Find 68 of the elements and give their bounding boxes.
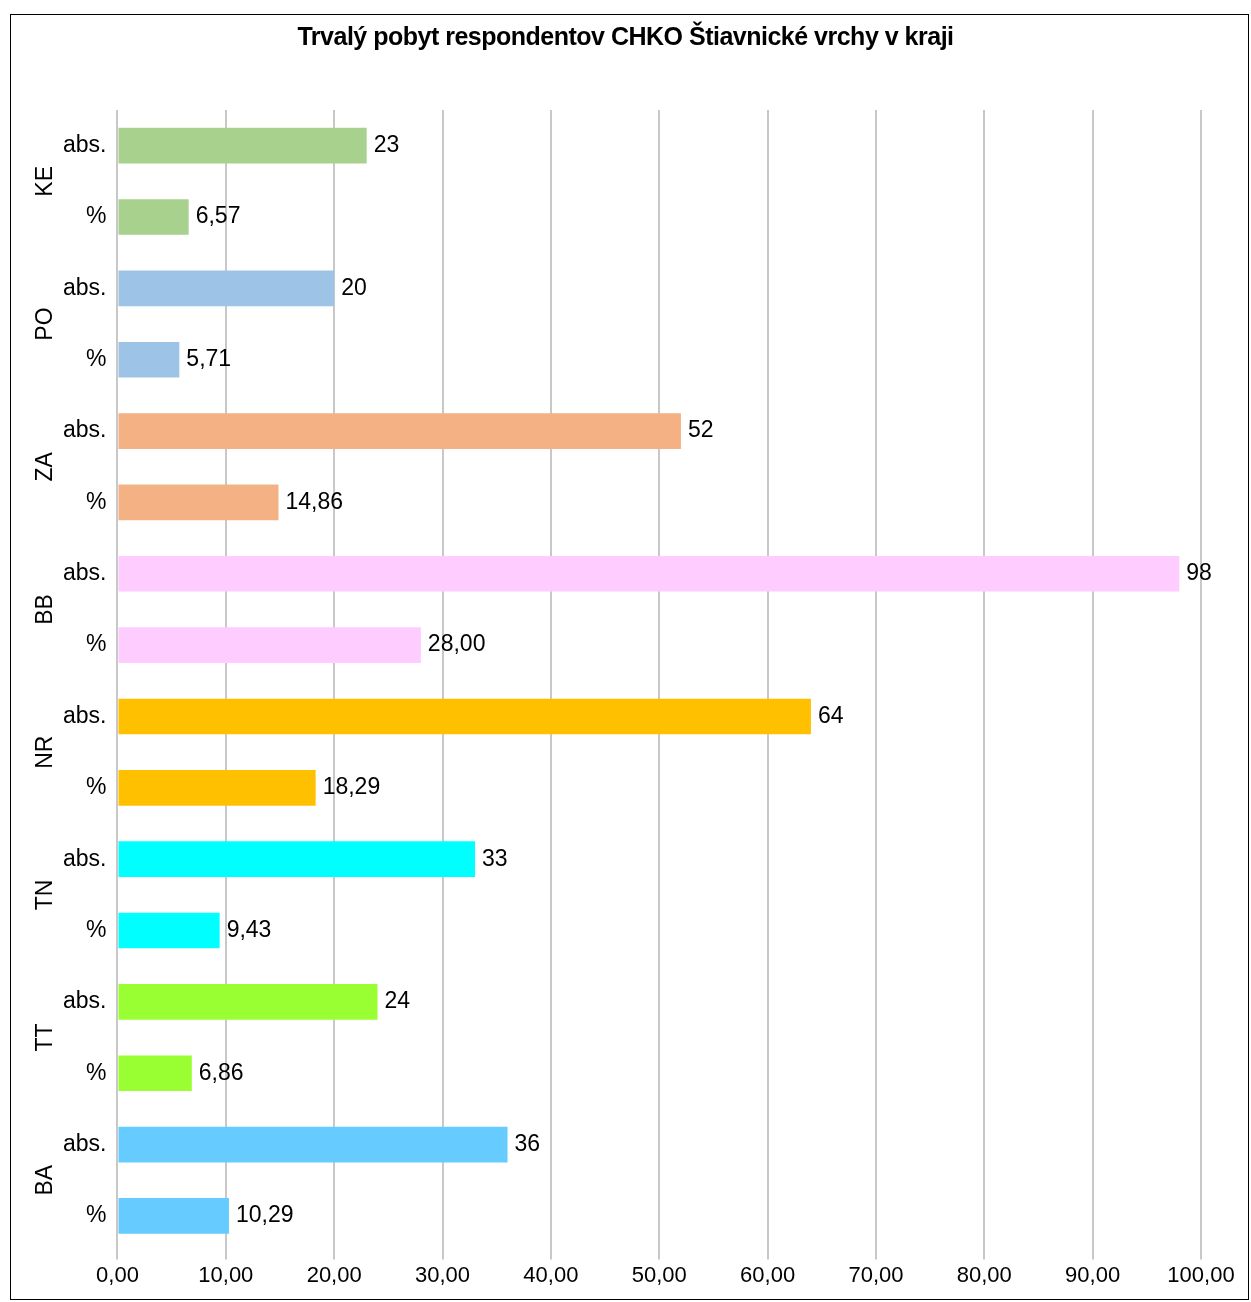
data-label: 14,86 (285, 487, 344, 514)
bar (118, 555, 1180, 592)
bar (118, 127, 367, 164)
x-tick-label: 0,00 (96, 1261, 139, 1287)
data-label: 9,43 (226, 915, 272, 942)
x-tick-label: 90,00 (1065, 1261, 1121, 1287)
text: BB (31, 594, 58, 625)
x-tick-label: 80,00 (956, 1261, 1012, 1287)
x-tick-label: 70,00 (848, 1261, 904, 1287)
data-label: 10,29 (235, 1201, 294, 1228)
text: NR (31, 735, 58, 769)
bar (118, 769, 316, 806)
y-tick-label: abs. (62, 1129, 107, 1156)
bar (118, 270, 335, 307)
bar (118, 984, 378, 1020)
bar (118, 341, 180, 378)
y-tick-label: % (86, 487, 107, 514)
data-label: 6,86 (198, 1058, 244, 1085)
data-label: 23 (373, 131, 400, 158)
y-tick-label: % (86, 773, 107, 800)
x-tick-label: 60,00 (740, 1261, 796, 1287)
data-label: 6,57 (195, 202, 241, 229)
y-tick-label: abs. (62, 701, 107, 728)
data-label: 33 (482, 844, 508, 871)
text: TT (31, 1023, 58, 1052)
data-label: 18,29 (322, 773, 381, 800)
bar (118, 698, 811, 735)
bar (118, 1126, 508, 1163)
data-label: 24 (384, 987, 411, 1014)
y-tick-label: % (86, 345, 107, 372)
y-tick-label: abs. (62, 131, 107, 158)
bar (118, 912, 220, 949)
bar (118, 1198, 229, 1234)
data-label: 20 (341, 273, 367, 300)
bar (118, 199, 189, 235)
data-label: 64 (817, 701, 844, 728)
x-tick-label: 30,00 (415, 1261, 471, 1287)
bar (118, 1055, 192, 1092)
text: BA (31, 1164, 58, 1196)
data-label: 5,71 (186, 345, 232, 372)
x-tick-label: 40,00 (523, 1261, 579, 1287)
text: KE (31, 166, 58, 197)
x-tick-label: 50,00 (631, 1261, 687, 1287)
bar (118, 841, 476, 878)
y-tick-label: % (86, 202, 107, 229)
y-tick-label: % (86, 630, 107, 657)
data-label: 52 (687, 416, 714, 443)
bar (118, 627, 421, 663)
y-tick-label: abs. (62, 559, 107, 586)
y-tick-label: abs. (62, 844, 107, 871)
data-label: 36 (514, 1129, 541, 1156)
text: ZA (31, 451, 58, 482)
data-label: 98 (1186, 559, 1212, 586)
text: PO (31, 307, 58, 341)
bar (118, 413, 681, 449)
chart-title: Trvalý pobyt respondentov CHKO Štiavnické vrchy v kraji (296, 22, 955, 51)
y-tick-label: abs. (62, 987, 107, 1014)
y-tick-label: % (86, 915, 107, 942)
x-tick-label: 10,00 (198, 1261, 254, 1287)
data-label: 28,00 (427, 630, 486, 657)
x-tick-label: 20,00 (306, 1261, 362, 1287)
y-tick-label: abs. (62, 273, 107, 300)
y-tick-label: % (86, 1058, 107, 1085)
y-tick-label: % (86, 1201, 107, 1228)
y-tick-label: abs. (62, 416, 107, 443)
x-tick-label: 100,00 (1167, 1261, 1235, 1287)
bar (118, 484, 279, 521)
text: TN (31, 879, 58, 911)
